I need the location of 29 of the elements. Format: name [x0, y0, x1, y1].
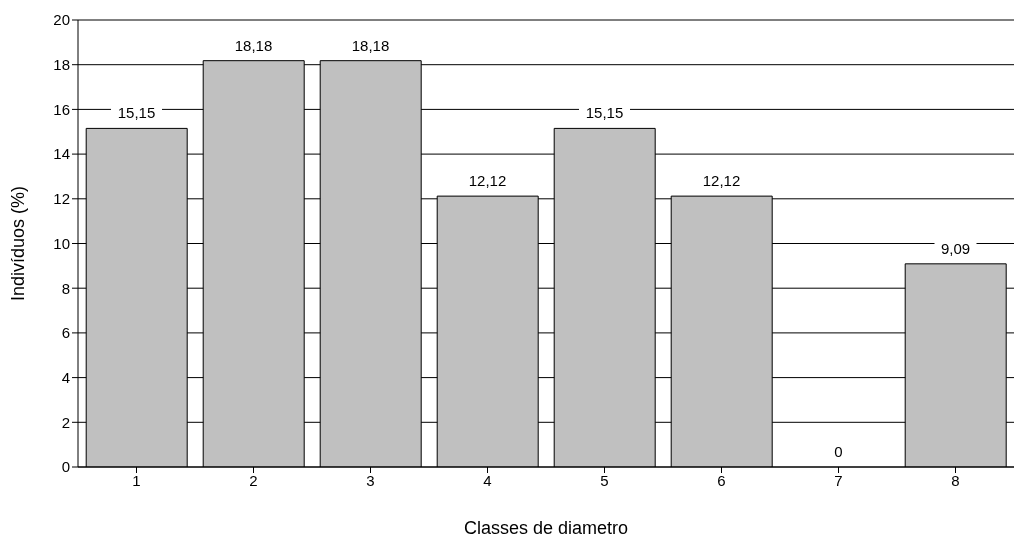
- y-tick-label: 20: [53, 11, 70, 29]
- x-tick-label: 5: [600, 471, 609, 489]
- data-label: 15,15: [585, 104, 624, 122]
- y-tick-label: 10: [53, 234, 70, 252]
- x-tick-label: 6: [717, 471, 726, 489]
- y-tick-label: 2: [61, 413, 70, 431]
- y-tick-label: 8: [61, 279, 70, 297]
- y-tick-label: 0: [61, 458, 70, 476]
- data-label: 18,18: [234, 36, 273, 54]
- y-tick-label: 18: [53, 56, 70, 74]
- y-tick-label: 16: [53, 100, 70, 118]
- x-tick-label: 4: [483, 471, 492, 489]
- x-tick-label: 3: [366, 471, 375, 489]
- y-tick-label: 4: [61, 368, 70, 386]
- data-label: 18,18: [351, 36, 390, 54]
- y-tick-label: 12: [53, 190, 70, 208]
- x-tick-label: 2: [249, 471, 258, 489]
- data-label: 12,12: [702, 172, 741, 190]
- x-tick-label: 7: [834, 471, 843, 489]
- data-label: 0: [834, 443, 843, 460]
- data-label: 12,12: [468, 172, 507, 190]
- x-tick-label: 8: [951, 471, 960, 489]
- x-tick-label: 1: [132, 471, 141, 489]
- y-tick-label: 14: [53, 145, 70, 163]
- x-axis-title: Classes de diametro: [463, 518, 629, 538]
- y-tick-label: 6: [61, 324, 70, 342]
- data-label: 9,09: [940, 239, 971, 257]
- data-label: 15,15: [117, 104, 156, 122]
- y-axis-title: Indivíduos (%): [8, 185, 29, 302]
